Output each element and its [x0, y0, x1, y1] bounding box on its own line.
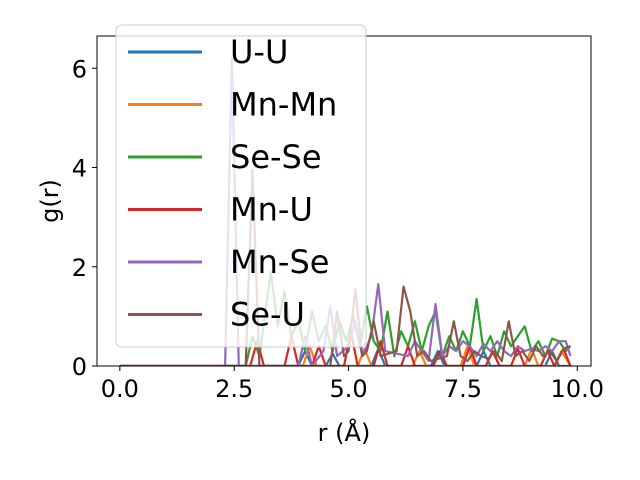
- series-line-se-u: [119, 168, 571, 366]
- y-axis-ticks: 0 2 4 6: [72, 55, 97, 381]
- legend-label-mn-u: Mn-U: [230, 191, 313, 229]
- x-tick-label: 5.0: [329, 375, 367, 403]
- y-tick-label: 0: [72, 353, 87, 381]
- x-tick-label: 0.0: [101, 375, 139, 403]
- x-tick-label: 10.0: [551, 375, 604, 403]
- legend-label-se-u: Se-U: [230, 296, 305, 334]
- series-line-mn-u: [119, 330, 572, 366]
- y-axis-label: g(r): [36, 179, 64, 223]
- y-tick-label: 6: [72, 55, 87, 83]
- x-axis-ticks: 0.0 2.5 5.0 7.5 10.0: [101, 366, 604, 403]
- x-tick-label: 2.5: [215, 375, 253, 403]
- y-tick-label: 2: [72, 254, 87, 282]
- legend-label-u-u: U-U: [230, 33, 288, 71]
- series-line-mn-se: [119, 57, 572, 366]
- legend-label-mn-se: Mn-Se: [230, 243, 329, 281]
- legend-label-mn-mn: Mn-Mn: [230, 86, 337, 124]
- legend: U-U Mn-Mn Se-Se Mn-U Mn-Se Se-U: [115, 24, 367, 348]
- x-axis-label: r (Å): [318, 418, 371, 447]
- x-tick-label: 7.5: [444, 375, 482, 403]
- series-line-mn-mn: [119, 345, 572, 366]
- legend-label-se-se: Se-Se: [230, 138, 322, 176]
- y-tick-label: 4: [72, 155, 87, 183]
